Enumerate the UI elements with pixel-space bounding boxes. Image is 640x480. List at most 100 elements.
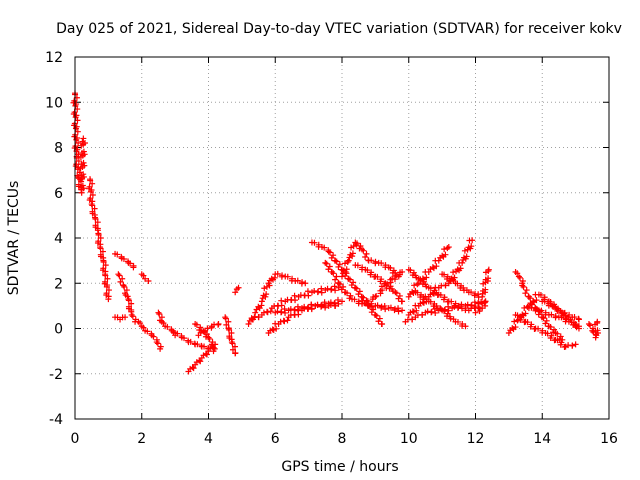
data-point [201, 343, 208, 350]
data-point [263, 291, 270, 298]
data-point [345, 275, 352, 282]
data-point [332, 276, 339, 283]
data-point [80, 171, 87, 178]
data-point [364, 300, 371, 307]
data-point [530, 298, 537, 305]
data-point [575, 323, 582, 330]
data-point [325, 266, 332, 273]
data-point [121, 283, 128, 290]
data-point [102, 262, 109, 269]
data-point [354, 262, 361, 269]
data-point [74, 117, 81, 124]
data-point [260, 292, 267, 299]
data-point [341, 260, 348, 267]
data-point [517, 274, 523, 281]
data-point [72, 125, 79, 132]
data-point [442, 251, 449, 258]
data-point [362, 254, 369, 260]
data-point [326, 249, 333, 256]
grid [75, 57, 609, 419]
data-point [379, 320, 386, 327]
data-point [89, 202, 96, 209]
data-point [381, 302, 388, 309]
data-point [373, 312, 380, 319]
data-point [119, 275, 126, 282]
data-point [559, 336, 566, 343]
data-point [457, 265, 464, 272]
data-point [554, 330, 561, 337]
data-point [374, 302, 381, 309]
x-tick-label: 0 [71, 431, 80, 447]
data-point [535, 325, 542, 332]
data-point [522, 290, 529, 297]
data-point [87, 188, 94, 195]
data-point [346, 254, 353, 261]
data-point [528, 304, 535, 311]
data-point [344, 290, 351, 297]
data-point [94, 239, 101, 246]
data-point [441, 246, 448, 253]
data-point [104, 275, 111, 282]
data-point [330, 270, 337, 277]
data-point [363, 250, 370, 257]
data-point [352, 284, 359, 291]
data-point [76, 169, 83, 176]
data-point [72, 163, 79, 170]
data-point [539, 314, 546, 321]
data-point [364, 267, 371, 274]
data-point [589, 327, 596, 334]
data-point [356, 288, 363, 295]
data-point [454, 318, 461, 325]
data-point [318, 303, 325, 310]
data-point [273, 325, 280, 332]
data-point [511, 318, 518, 325]
data-point [377, 278, 384, 285]
data-point [98, 253, 105, 260]
data-point [92, 224, 99, 231]
data-point [551, 303, 558, 310]
data-point [334, 296, 341, 303]
data-point [74, 166, 81, 173]
data-point [548, 311, 555, 318]
data-point [232, 289, 239, 296]
data-point [321, 301, 328, 308]
data-point [360, 294, 367, 301]
data-point [347, 251, 354, 258]
data-point [95, 231, 102, 238]
y-tick-label: 8 [54, 141, 63, 157]
data-point [338, 286, 345, 293]
data-point [332, 257, 339, 264]
data-point [353, 285, 360, 292]
data-point [294, 303, 301, 310]
data-point [471, 292, 478, 299]
data-point [374, 273, 381, 280]
data-point [140, 272, 147, 279]
data-point [537, 292, 544, 299]
data-point [399, 298, 406, 305]
data-point [419, 275, 426, 282]
data-point [435, 257, 442, 264]
data-point [433, 263, 440, 270]
data-point [446, 275, 453, 282]
data-point [345, 257, 352, 264]
data-point [469, 237, 476, 244]
data-point [223, 321, 230, 328]
y-axis-label: SDTVAR / TECUs [6, 181, 22, 296]
data-point [547, 334, 554, 341]
data-point [86, 197, 93, 203]
data-point [153, 339, 160, 346]
data-point [450, 269, 457, 276]
data-point [461, 247, 468, 254]
data-point [395, 305, 402, 312]
data-point [585, 320, 592, 327]
data-point [505, 330, 512, 337]
data-point [150, 333, 157, 340]
data-point [350, 243, 357, 250]
y-tick-label: 0 [54, 322, 63, 338]
data-point [376, 315, 383, 322]
data-point [441, 271, 448, 278]
data-point [99, 248, 106, 255]
data-point [81, 162, 88, 169]
data-point [344, 258, 351, 265]
data-point [360, 247, 367, 254]
